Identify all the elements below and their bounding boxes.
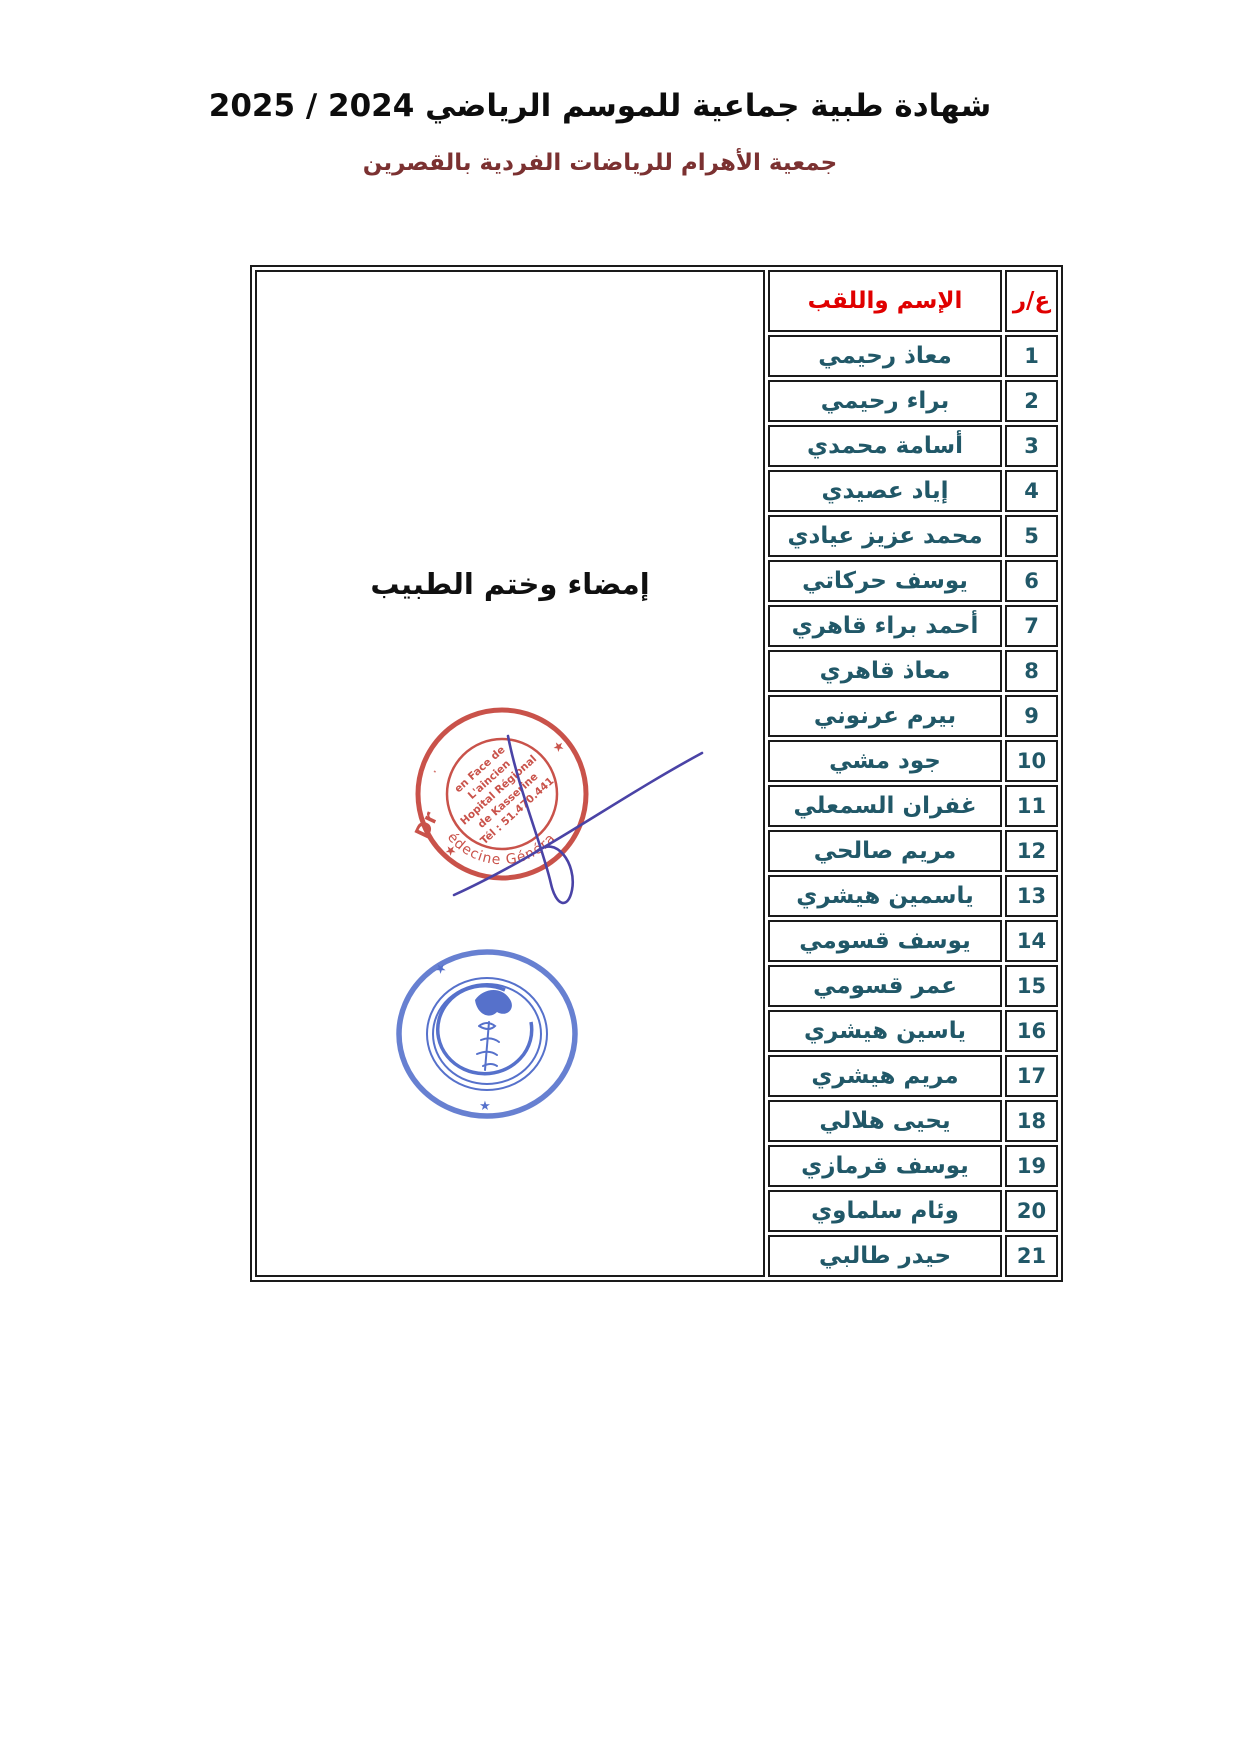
player-name-cell: أسامة محمدي <box>768 425 1002 467</box>
player-name-cell: ياسمين هيشري <box>768 875 1002 917</box>
row-number-cell: 18 <box>1005 1100 1058 1142</box>
doctor-stamp-icon: .....in Missaoui Médecine Générale Dr ★ … <box>412 707 589 881</box>
table-row: 21 حيدر طالبي <box>255 1235 1058 1277</box>
player-name-cell: وئام سلماوي <box>768 1190 1002 1232</box>
row-number-cell: 20 <box>1005 1190 1058 1232</box>
row-number-cell: 3 <box>1005 425 1058 467</box>
row-number-cell: 9 <box>1005 695 1058 737</box>
table-row: 7 أحمد براء قاهري <box>255 605 1058 647</box>
player-name-cell: محمد عزيز عيادي <box>768 515 1002 557</box>
row-number-cell: 13 <box>1005 875 1058 917</box>
row-number-cell: 6 <box>1005 560 1058 602</box>
column-header-name: الإسم واللقب <box>768 270 1002 332</box>
row-number-cell: 16 <box>1005 1010 1058 1052</box>
table-row: 16 ياسين هيشري <box>255 1010 1058 1052</box>
table-row: 9 بيرم عرنوني <box>255 695 1058 737</box>
table-row: 19 يوسف قرمازي <box>255 1145 1058 1187</box>
row-number-cell: 15 <box>1005 965 1058 1007</box>
row-number-cell: 12 <box>1005 830 1058 872</box>
row-number-cell: 11 <box>1005 785 1058 827</box>
player-name-cell: إياد عصيدي <box>768 470 1002 512</box>
table-row: 8 معاذ قاهري <box>255 650 1058 692</box>
table-row: 5 محمد عزيز عيادي <box>255 515 1058 557</box>
player-name-cell: بيرم عرنوني <box>768 695 1002 737</box>
player-name-cell: مريم صالحي <box>768 830 1002 872</box>
row-number-cell: 2 <box>1005 380 1058 422</box>
player-name-cell: براء رحيمي <box>768 380 1002 422</box>
signature-area: إمضاء وختم الطبيب .....in Missaoui <box>255 270 765 1277</box>
player-name-cell: أحمد براء قاهري <box>768 605 1002 647</box>
players-table: ع/ر الإسم واللقب إمضاء وختم الطبيب ..... <box>250 265 1063 1282</box>
row-number-cell: 5 <box>1005 515 1058 557</box>
table-row: 4 إياد عصيدي <box>255 470 1058 512</box>
table-row: 10 جود مشي <box>255 740 1058 782</box>
table-row: 17 مريم هيشري <box>255 1055 1058 1097</box>
row-number-cell: 21 <box>1005 1235 1058 1277</box>
row-number-cell: 7 <box>1005 605 1058 647</box>
row-number-cell: 1 <box>1005 335 1058 377</box>
player-name-cell: مريم هيشري <box>768 1055 1002 1097</box>
table-row: 18 يحيى هلالي <box>255 1100 1058 1142</box>
player-name-cell: ياسين هيشري <box>768 1010 1002 1052</box>
player-name-cell: غفران السمعلي <box>768 785 1002 827</box>
player-name-cell: يوسف قسومي <box>768 920 1002 962</box>
player-name-cell: جود مشي <box>768 740 1002 782</box>
row-number-cell: 10 <box>1005 740 1058 782</box>
table-row: 13 ياسمين هيشري <box>255 875 1058 917</box>
association-stamp-icon: Generation Sportive Kasserine Tél. 22.06… <box>396 949 578 1119</box>
player-name-cell: حيدر طالبي <box>768 1235 1002 1277</box>
table-header-row: ع/ر الإسم واللقب إمضاء وختم الطبيب ..... <box>255 270 1058 1277</box>
table-row: 15 عمر قسومي <box>255 965 1058 1007</box>
player-name-cell: يوسف حركاتي <box>768 560 1002 602</box>
player-name-cell: عمر قسومي <box>768 965 1002 1007</box>
page-subtitle: جمعية الأهرام للرياضات الفردية بالقصرين <box>362 150 838 176</box>
stamp-dr-prefix: Dr <box>412 808 443 842</box>
table-row: 12 مريم صالحي <box>255 830 1058 872</box>
page-title: شهادة طبية جماعية للموسم الرياضي 2024 / … <box>208 88 992 124</box>
player-name-cell: معاذ رحيمي <box>768 335 1002 377</box>
stamp-center-logo <box>436 983 534 1076</box>
column-header-index: ع/ر <box>1005 270 1058 332</box>
row-number-cell: 14 <box>1005 920 1058 962</box>
table-row: 6 يوسف حركاتي <box>255 560 1058 602</box>
player-name-cell: يحيى هلالي <box>768 1100 1002 1142</box>
doctor-signature <box>452 734 704 905</box>
stamp-star-bottom: ★ <box>479 1099 491 1114</box>
table-row: 14 يوسف قسومي <box>255 920 1058 962</box>
row-number-cell: 4 <box>1005 470 1058 512</box>
signature-label: إمضاء وختم الطبيب <box>370 567 650 601</box>
table-row: 1 معاذ رحيمي <box>255 335 1058 377</box>
row-number-cell: 17 <box>1005 1055 1058 1097</box>
table-row: 20 وئام سلماوي <box>255 1190 1058 1232</box>
table-row: 3 أسامة محمدي <box>255 425 1058 467</box>
player-name-cell: يوسف قرمازي <box>768 1145 1002 1187</box>
table-row: 11 غفران السمعلي <box>255 785 1058 827</box>
row-number-cell: 19 <box>1005 1145 1058 1187</box>
table-row: 2 براء رحيمي <box>255 380 1058 422</box>
player-name-cell: معاذ قاهري <box>768 650 1002 692</box>
row-number-cell: 8 <box>1005 650 1058 692</box>
